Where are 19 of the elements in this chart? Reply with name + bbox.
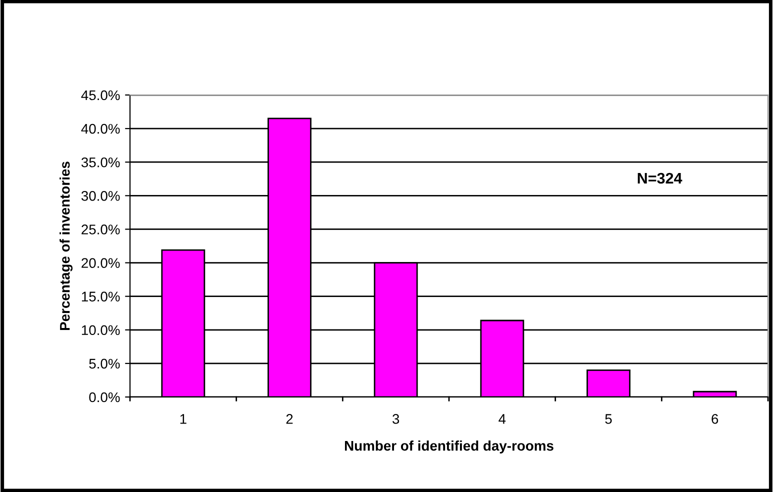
x-tick-label: 6 bbox=[712, 414, 718, 424]
y-tick-label: 30.0% bbox=[81, 191, 120, 201]
y-tick-label: 10.0% bbox=[82, 325, 120, 336]
y-tick-label: 20.0% bbox=[82, 258, 120, 268]
x-tick-label: 4 bbox=[498, 414, 506, 424]
x-axis-title: Number of identified day-rooms bbox=[344, 440, 554, 454]
y-tick-label: 0.0% bbox=[89, 392, 120, 402]
y-tick-label: 40.0% bbox=[81, 124, 120, 134]
y-axis-title: Percentage of inventories bbox=[60, 162, 73, 330]
y-tick-label: 5.0% bbox=[89, 358, 120, 369]
y-tick-label: 45.0% bbox=[81, 90, 120, 100]
annotation: N=324 bbox=[638, 172, 682, 184]
y-tick-label: 25.0% bbox=[82, 224, 120, 234]
y-tick-label: 15.0% bbox=[82, 292, 120, 302]
y-tick-label: 35.0% bbox=[81, 157, 120, 168]
x-tick-label: 5 bbox=[605, 414, 612, 424]
x-tick-label: 2 bbox=[286, 414, 293, 424]
x-tick-label: 3 bbox=[392, 414, 400, 424]
x-tick-label: 1 bbox=[180, 414, 186, 424]
